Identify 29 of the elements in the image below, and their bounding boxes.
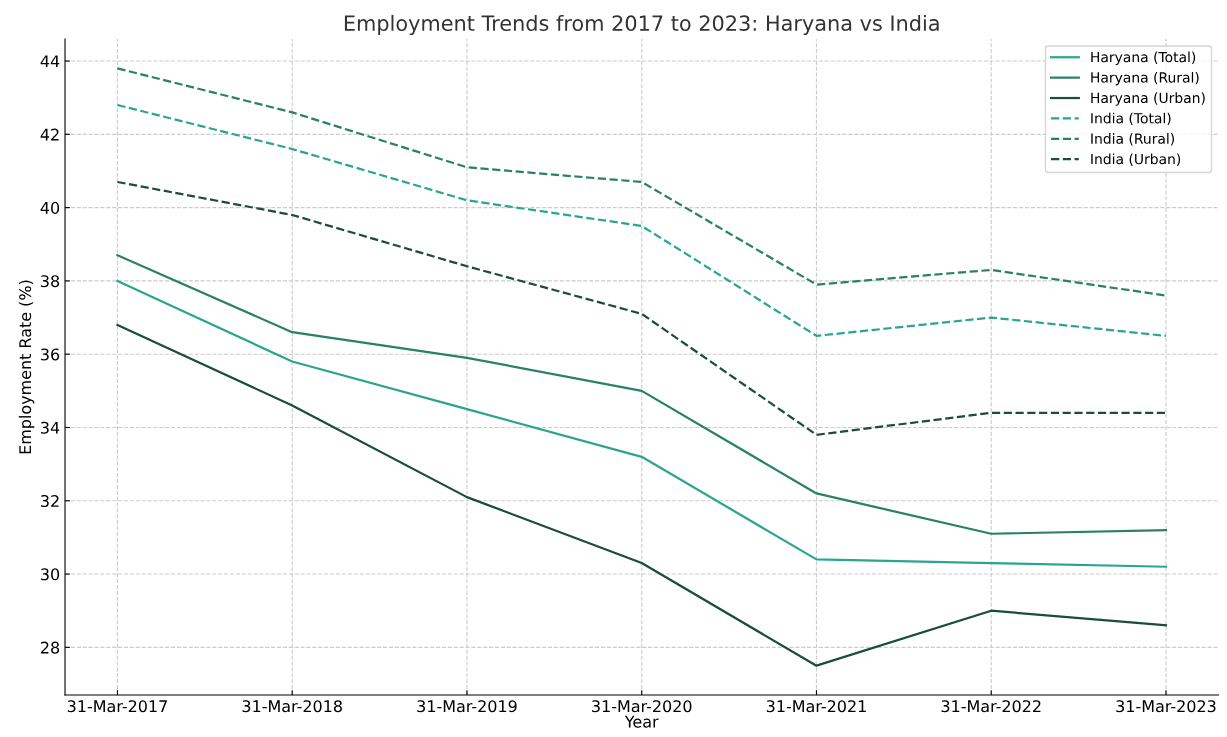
y-tick-label: 44 xyxy=(40,55,60,68)
legend-label: India (Urban) xyxy=(1091,153,1181,166)
x-tick-label: 31-Mar-2022 xyxy=(941,700,1041,713)
x-tick-label: 31-Mar-2018 xyxy=(242,700,342,713)
line-series xyxy=(116,323,1168,667)
line-series xyxy=(116,279,1168,568)
y-tick-label: 34 xyxy=(41,421,60,434)
y-tick-label: 30 xyxy=(41,568,60,581)
legend-label: Haryana (Rural) xyxy=(1091,71,1199,86)
y-tick-label: 32 xyxy=(41,494,59,508)
line-series xyxy=(116,254,1168,535)
chart-title: Employment Trends from 2017 to 2023: Haryana vs India xyxy=(344,14,939,36)
legend-label: Haryana (Total) xyxy=(1091,51,1196,65)
x-tick-label: 31-Mar-2019 xyxy=(417,700,517,713)
y-axis-title: Employment Rate (%) xyxy=(18,280,35,454)
y-tick-label: 40 xyxy=(40,201,60,214)
legend-label: India (Total) xyxy=(1091,112,1171,126)
x-tick-label: 31-Mar-2023 xyxy=(1116,700,1216,713)
x-axis-title: Year xyxy=(624,715,659,728)
legend-label: Haryana (Urban) xyxy=(1091,92,1205,106)
x-tick-label: 31-Mar-2020 xyxy=(592,700,692,713)
y-tick-label: 36 xyxy=(41,348,60,361)
y-tick-label: 38 xyxy=(41,275,60,288)
y-tick-label: 28 xyxy=(41,641,60,654)
y-tick-label: 42 xyxy=(40,128,59,141)
line-series xyxy=(116,180,1168,436)
x-tick-label: 31-Mar-2021 xyxy=(766,700,866,713)
x-tick-label: 31-Mar-2017 xyxy=(67,700,167,713)
legend-label: India (Rural) xyxy=(1091,133,1174,146)
